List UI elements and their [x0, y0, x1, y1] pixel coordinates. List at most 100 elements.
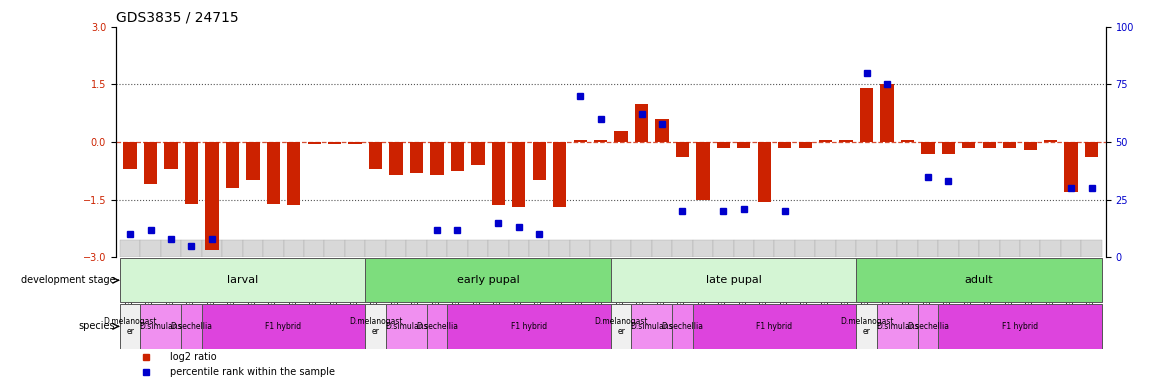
- Bar: [201, 304, 366, 349]
- Text: adult: adult: [965, 275, 994, 285]
- Text: D.simulans: D.simulans: [139, 322, 182, 331]
- Bar: [696, 142, 710, 200]
- Bar: [1020, 240, 1040, 257]
- Bar: [1061, 240, 1082, 257]
- Bar: [983, 142, 996, 148]
- Bar: [263, 240, 284, 257]
- Bar: [815, 240, 836, 257]
- Bar: [389, 142, 403, 175]
- Bar: [529, 240, 550, 257]
- Bar: [386, 240, 406, 257]
- Bar: [799, 142, 812, 148]
- Bar: [692, 240, 713, 257]
- Bar: [205, 142, 219, 250]
- Bar: [877, 304, 917, 349]
- Bar: [856, 240, 877, 257]
- Bar: [366, 258, 610, 303]
- Bar: [369, 142, 382, 169]
- Bar: [410, 142, 423, 173]
- Bar: [247, 142, 259, 180]
- Bar: [917, 304, 938, 349]
- Bar: [386, 304, 427, 349]
- Bar: [1045, 140, 1057, 142]
- Bar: [120, 304, 140, 349]
- Bar: [692, 304, 856, 349]
- Bar: [570, 240, 591, 257]
- Bar: [308, 142, 321, 144]
- Bar: [450, 142, 464, 171]
- Text: species: species: [79, 321, 116, 331]
- Bar: [554, 142, 566, 207]
- Bar: [610, 240, 631, 257]
- Bar: [328, 142, 342, 144]
- Bar: [999, 240, 1020, 257]
- Bar: [287, 142, 300, 205]
- Bar: [941, 142, 955, 154]
- Text: D.melanogast
er: D.melanogast er: [349, 317, 402, 336]
- Bar: [508, 240, 529, 257]
- Bar: [471, 142, 484, 165]
- Bar: [1082, 240, 1101, 257]
- Bar: [124, 142, 137, 169]
- Bar: [922, 142, 935, 154]
- Bar: [182, 304, 201, 349]
- Bar: [655, 119, 668, 142]
- Text: D.simulans: D.simulans: [875, 322, 918, 331]
- Bar: [775, 240, 794, 257]
- Bar: [222, 240, 243, 257]
- Bar: [492, 142, 505, 205]
- Bar: [717, 142, 730, 148]
- Bar: [447, 240, 468, 257]
- Bar: [144, 142, 157, 184]
- Bar: [856, 304, 877, 349]
- Text: D.sechellia: D.sechellia: [661, 322, 703, 331]
- Bar: [635, 104, 648, 142]
- Bar: [880, 84, 894, 142]
- Bar: [243, 240, 263, 257]
- Bar: [431, 142, 444, 175]
- Bar: [877, 240, 897, 257]
- Text: percentile rank within the sample: percentile rank within the sample: [170, 367, 336, 377]
- Bar: [594, 140, 607, 142]
- Bar: [676, 142, 689, 157]
- Bar: [573, 140, 587, 142]
- Bar: [1003, 142, 1017, 148]
- Bar: [406, 240, 427, 257]
- Bar: [447, 304, 610, 349]
- Bar: [1040, 240, 1061, 257]
- Bar: [182, 240, 201, 257]
- Bar: [962, 142, 975, 148]
- Bar: [550, 240, 570, 257]
- Bar: [856, 258, 1101, 303]
- Text: D.sechellia: D.sechellia: [170, 322, 212, 331]
- Bar: [349, 142, 361, 144]
- Bar: [840, 140, 852, 142]
- Bar: [713, 240, 733, 257]
- Bar: [819, 140, 833, 142]
- Bar: [938, 304, 1101, 349]
- Text: larval: larval: [227, 275, 258, 285]
- Bar: [938, 240, 959, 257]
- Bar: [366, 240, 386, 257]
- Text: F1 hybrid: F1 hybrid: [1002, 322, 1038, 331]
- Text: D.melanogast
er: D.melanogast er: [840, 317, 893, 336]
- Bar: [266, 142, 280, 204]
- Bar: [860, 88, 873, 142]
- Bar: [652, 240, 672, 257]
- Bar: [1024, 142, 1036, 150]
- Text: D.sechellia: D.sechellia: [907, 322, 948, 331]
- Bar: [468, 240, 489, 257]
- Bar: [917, 240, 938, 257]
- Bar: [427, 304, 447, 349]
- Text: F1 hybrid: F1 hybrid: [756, 322, 792, 331]
- Bar: [140, 240, 161, 257]
- Bar: [979, 240, 999, 257]
- Text: early pupal: early pupal: [456, 275, 520, 285]
- Bar: [631, 240, 652, 257]
- Bar: [672, 240, 692, 257]
- Bar: [120, 240, 140, 257]
- Bar: [489, 240, 508, 257]
- Bar: [794, 240, 815, 257]
- Bar: [120, 258, 366, 303]
- Bar: [901, 140, 914, 142]
